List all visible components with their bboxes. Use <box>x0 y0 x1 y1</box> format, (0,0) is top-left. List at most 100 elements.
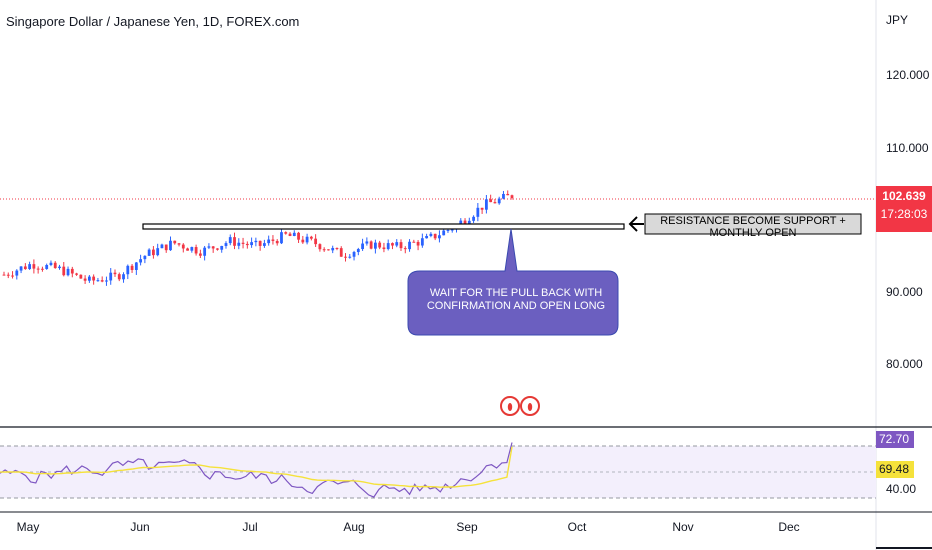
price-tick-80: 80.000 <box>886 357 923 371</box>
rsi-ma-tag-bg <box>876 461 914 478</box>
rsi-tick-40: 40.00 <box>886 482 917 496</box>
month-label-aug: Aug <box>343 520 365 534</box>
candle-body <box>459 220 463 225</box>
candle-body <box>117 274 121 280</box>
candle-body <box>220 245 224 250</box>
price-tick-110: 110.000 <box>886 141 929 155</box>
currency-label: JPY <box>886 13 909 27</box>
candle-body <box>403 248 407 250</box>
candle-body <box>476 207 480 217</box>
candle-body <box>438 235 441 239</box>
annotation-note-box[interactable] <box>644 213 862 235</box>
candle-body <box>497 198 501 204</box>
candle-body <box>156 248 160 256</box>
month-label-may: May <box>16 520 40 534</box>
candle-body <box>160 244 164 249</box>
candle-body <box>258 240 262 246</box>
candle-body <box>408 241 411 250</box>
candle-body <box>467 220 471 225</box>
candle-body <box>139 259 143 263</box>
candle-body <box>356 249 360 253</box>
candle-body <box>288 233 292 237</box>
rsi-value-tag-bg <box>876 431 914 448</box>
candle-body <box>305 236 309 243</box>
candle-body <box>2 274 6 276</box>
candle-body <box>275 240 279 244</box>
annotation-callout-text: WAIT FOR THE PULL BACK WITH CONFIRMATION… <box>426 287 606 312</box>
candle-body <box>190 247 194 251</box>
candle-body <box>331 247 335 251</box>
eyes-icon <box>500 396 540 416</box>
candle-body <box>207 246 211 248</box>
candle-body <box>100 280 104 282</box>
candle-body <box>271 239 275 241</box>
candle-body <box>395 242 399 246</box>
candle-body <box>391 243 394 246</box>
candle-body <box>198 253 202 256</box>
month-label-jun: Jun <box>130 520 150 534</box>
candle-body <box>263 243 266 246</box>
candle-body <box>314 238 318 245</box>
candle-body <box>442 230 446 236</box>
candle-body <box>62 266 66 276</box>
annotation-callout-shape[interactable] <box>407 228 619 336</box>
candle-body <box>378 242 382 248</box>
candle-body <box>420 238 424 246</box>
candle-body <box>105 280 108 282</box>
candle-body <box>339 248 343 257</box>
candle-body <box>254 240 258 243</box>
candle-body <box>292 232 296 237</box>
candle-body <box>122 274 125 280</box>
candle-body <box>28 264 32 270</box>
candle-body <box>480 207 484 210</box>
candle-body <box>267 239 271 244</box>
candles-group <box>2 190 514 286</box>
candle-body <box>502 193 505 199</box>
candle-body <box>433 233 437 239</box>
candle-body <box>87 276 91 281</box>
candle-body <box>58 266 61 269</box>
rsi-ma-line <box>0 446 513 488</box>
candle-body <box>361 243 364 250</box>
candle-body <box>369 241 373 249</box>
month-label-sep: Sep <box>456 520 478 534</box>
candle-body <box>348 256 352 258</box>
candle-body <box>382 247 386 250</box>
candle-body <box>6 274 10 276</box>
candle-body <box>173 240 177 244</box>
candle-body <box>493 202 497 204</box>
candle-body <box>92 276 96 281</box>
candle-body <box>113 272 117 275</box>
resistance-support-zone[interactable] <box>142 223 625 230</box>
candle-body <box>224 243 228 246</box>
candle-body <box>211 246 215 249</box>
candle-body <box>297 232 300 240</box>
candle-body <box>510 195 514 199</box>
candle-body <box>177 243 181 245</box>
candle-body <box>41 268 44 270</box>
price-tick-90: 90.000 <box>886 285 923 299</box>
candle-body <box>83 278 87 281</box>
candle-body <box>143 255 147 260</box>
candle-body <box>194 247 198 254</box>
candle-body <box>327 249 330 251</box>
last-price-value: 102.639 <box>882 189 926 203</box>
candle-body <box>386 243 390 250</box>
candle-body <box>126 265 130 275</box>
candle-body <box>134 262 138 270</box>
candle-body <box>70 268 74 274</box>
rsi-value: 72.70 <box>879 432 910 446</box>
candle-body <box>233 237 236 246</box>
candle-body <box>109 272 113 281</box>
candle-body <box>309 236 313 239</box>
candle-body <box>45 265 49 269</box>
month-label-oct: Oct <box>567 520 587 534</box>
candle-body <box>280 232 283 244</box>
candle-body <box>66 268 70 276</box>
candle-body <box>19 266 23 271</box>
candle-body <box>301 239 305 243</box>
candle-body <box>322 249 326 251</box>
chart-title: Singapore Dollar / Japanese Yen, 1D, FOR… <box>6 14 300 29</box>
candle-body <box>284 232 288 234</box>
candle-body <box>186 248 189 251</box>
